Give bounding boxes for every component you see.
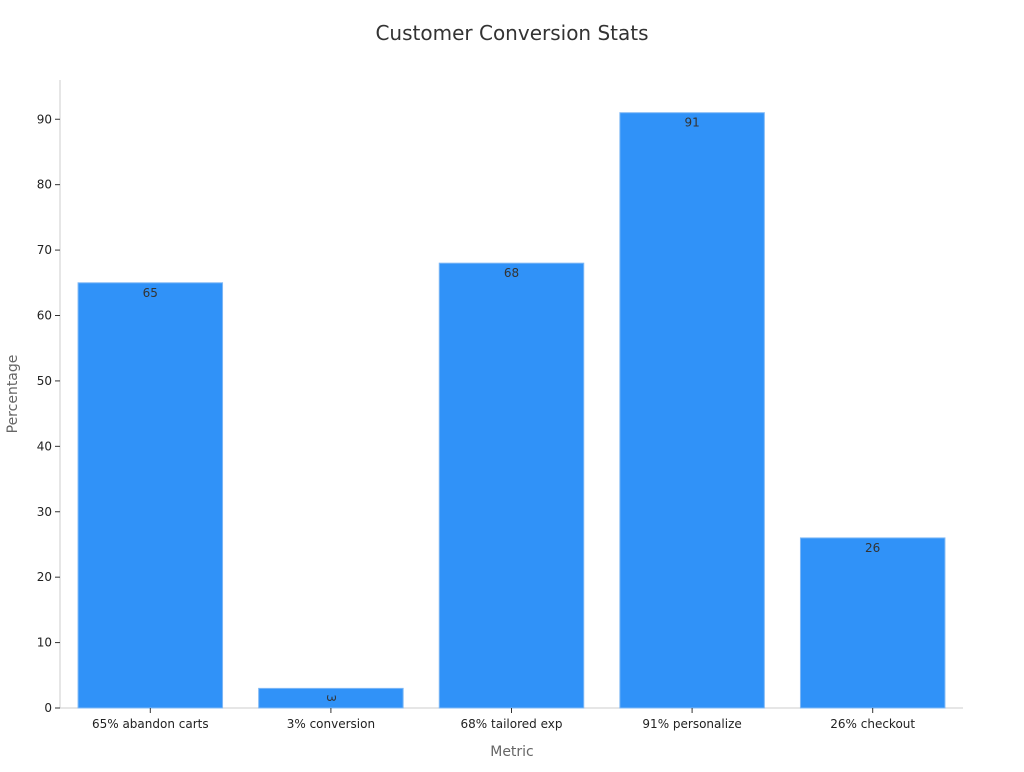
x-tick-label: 68% tailored exp	[461, 717, 563, 731]
y-tick-label: 40	[37, 439, 52, 453]
bar	[619, 112, 765, 709]
bar	[438, 262, 585, 709]
y-tick-label: 0	[44, 701, 52, 715]
y-tick-label: 80	[37, 178, 52, 192]
y-axis-ticks: 0 10 20 30 40 50 60 70 80 90	[37, 112, 60, 715]
bar-value-label: 91	[684, 116, 699, 130]
chart-title: Customer Conversion Stats	[375, 21, 648, 45]
y-tick-label: 20	[37, 570, 52, 584]
bar-value-label: 3	[324, 694, 338, 702]
bar	[77, 282, 224, 709]
x-tick-label: 65% abandon carts	[92, 717, 209, 731]
x-axis-label: Metric	[490, 744, 534, 760]
y-tick-label: 70	[37, 243, 52, 257]
bar-value-label: 65	[143, 286, 158, 300]
bar	[799, 537, 946, 709]
bar-value-label: 26	[865, 541, 880, 555]
bar-labels-group: 65 3 68 91 26	[143, 116, 881, 702]
x-tick-label: 91% personalize	[642, 717, 741, 731]
x-tick-label: 3% conversion	[287, 717, 375, 731]
x-axis-ticks: 65% abandon carts 3% conversion 68% tailor…	[92, 708, 915, 731]
bars-group	[77, 112, 946, 709]
y-tick-label: 60	[37, 309, 52, 323]
y-tick-label: 50	[37, 374, 52, 388]
y-tick-label: 10	[37, 636, 52, 650]
y-tick-label: 90	[37, 112, 52, 126]
y-axis-label: Percentage	[5, 355, 21, 434]
bar-value-label: 68	[504, 266, 519, 280]
y-tick-label: 30	[37, 505, 52, 519]
x-tick-label: 26% checkout	[830, 717, 915, 731]
